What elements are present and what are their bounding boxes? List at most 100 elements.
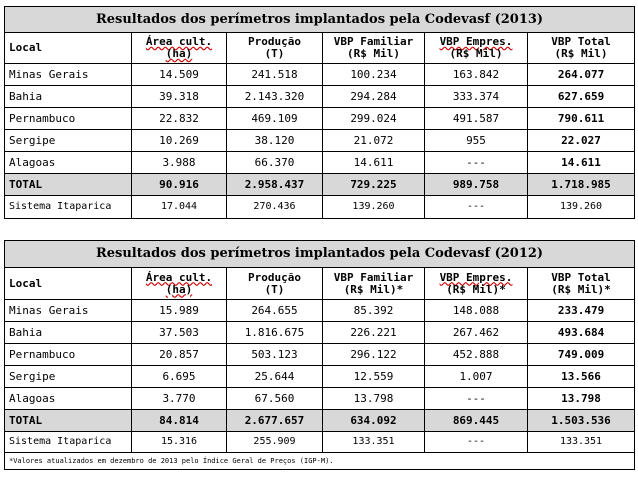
cell-area: 15.989 [131,299,227,322]
header-row: Local Área cult. (ha) Produção (T) VBP Fam… [4,267,636,300]
cell-producao: 264.655 [226,299,323,322]
cell-vbp-empres: 452.888 [424,343,528,366]
table-row: Alagoas 3.770 67.560 13.798 --- 13.798 [4,387,636,410]
cell-vbp-familiar: 85.392 [322,299,425,322]
cell-local: Pernambuco [4,107,132,130]
cell-producao: 25.644 [226,365,323,388]
footnote: *Valores atualizados em dezembro de 2013… [3,452,636,470]
sistema-row: Sistema Itaparica 15.316 255.909 133.351… [4,431,636,453]
cell-vbp-total: 133.351 [526,431,636,453]
cell-local: Sergipe [4,129,132,152]
cell-vbp-empres: 491.587 [424,107,528,130]
cell-area: 3.770 [131,387,227,410]
cell-vbp-total: 13.566 [526,365,636,388]
cell-vbp-empres: 267.462 [424,321,528,344]
cell-local: Bahia [4,321,132,344]
cell-producao: 469.109 [226,107,323,130]
cell-area: 20.857 [131,343,227,366]
table-row: Sergipe 6.695 25.644 12.559 1.007 13.566 [4,365,636,388]
cell-vbp-empres: 869.445 [424,409,528,432]
cell-area: 37.503 [131,321,227,344]
table-row: Minas Gerais 14.509 241.518 100.234 163.… [4,63,636,86]
header-local: Local [4,32,132,64]
cell-area: 22.832 [131,107,227,130]
cell-local: Sistema Itaparica [4,195,132,219]
cell-vbp-total: 493.684 [526,321,636,344]
cell-local: Bahia [4,85,132,108]
cell-vbp-familiar: 634.092 [322,409,425,432]
cell-local: Alagoas [4,387,132,410]
sistema-row: Sistema Itaparica 17.044 270.436 139.260… [4,195,636,219]
table-title-text: Resultados dos perímetros implantados pe… [95,246,544,261]
header-row: Local Área cult. (ha) Produção (T) VBP Fam… [4,32,636,64]
table-title: Resultados dos perímetros implantados pe… [3,240,636,268]
header-vbp-total: VBP Total (R$ Mil) [526,32,636,64]
cell-vbp-familiar: 299.024 [322,107,425,130]
table-row: Bahia 37.503 1.816.675 226.221 267.462 4… [4,321,636,344]
cell-vbp-familiar: 13.798 [322,387,425,410]
cell-area: 90.916 [131,173,227,196]
header-producao: Produção (T) [226,32,323,64]
cell-area: 39.318 [131,85,227,108]
total-row: TOTAL 90.916 2.958.437 729.225 989.758 1… [4,173,636,196]
cell-local: Sistema Itaparica [4,431,132,453]
cell-area: 84.814 [131,409,227,432]
header-vbp-familiar: VBP Familiar (R$ Mil)* [322,267,425,300]
cell-vbp-total: 627.659 [526,85,636,108]
header-local: Local [4,267,132,300]
cell-vbp-empres: --- [424,431,528,453]
cell-local: TOTAL [4,173,132,196]
cell-vbp-familiar: 294.284 [322,85,425,108]
table-row: Minas Gerais 15.989 264.655 85.392 148.0… [4,299,636,322]
results-table-2012: Resultados dos perímetros implantados pe… [3,240,636,470]
cell-vbp-empres: --- [424,151,528,174]
cell-vbp-total: 790.611 [526,107,636,130]
total-row: TOTAL 84.814 2.677.657 634.092 869.445 1… [4,409,636,432]
cell-area: 14.509 [131,63,227,86]
cell-producao: 66.370 [226,151,323,174]
header-vbp-familiar: VBP Familiar (R$ Mil) [322,32,425,64]
cell-producao: 2.143.320 [226,85,323,108]
cell-area: 15.316 [131,431,227,453]
cell-vbp-total: 13.798 [526,387,636,410]
cell-vbp-empres: 148.088 [424,299,528,322]
cell-area: 3.988 [131,151,227,174]
cell-vbp-familiar: 133.351 [322,431,425,453]
table-title-text: Resultados dos perímetros implantados pe… [95,11,544,27]
header-vbp-empres: VBP Empres. (R$ Mil)* [424,267,528,300]
cell-local: Minas Gerais [4,299,132,322]
cell-local: Pernambuco [4,343,132,366]
cell-vbp-total: 264.077 [526,63,636,86]
cell-vbp-empres: 163.842 [424,63,528,86]
cell-vbp-total: 1.718.985 [526,173,636,196]
cell-vbp-familiar: 296.122 [322,343,425,366]
cell-vbp-familiar: 226.221 [322,321,425,344]
cell-area: 10.269 [131,129,227,152]
cell-vbp-empres: 955 [424,129,528,152]
cell-local: Sergipe [4,365,132,388]
header-vbp-empres: VBP Empres. (R$ Mil) [424,32,528,64]
cell-vbp-empres: 333.374 [424,85,528,108]
cell-vbp-total: 749.009 [526,343,636,366]
table-row: Pernambuco 20.857 503.123 296.122 452.88… [4,343,636,366]
table-row: Bahia 39.318 2.143.320 294.284 333.374 6… [4,85,636,108]
cell-vbp-total: 22.027 [526,129,636,152]
cell-local: Minas Gerais [4,63,132,86]
header-producao: Produção (T) [226,267,323,300]
footnote-row: *Valores atualizados em dezembro de 2013… [3,452,636,470]
cell-vbp-total: 139.260 [526,195,636,219]
results-table-2013: Resultados dos perímetros implantados pe… [3,6,636,219]
cell-vbp-familiar: 21.072 [322,129,425,152]
table-row: Alagoas 3.988 66.370 14.611 --- 14.611 [4,151,636,174]
cell-vbp-empres: --- [424,387,528,410]
cell-local: Alagoas [4,151,132,174]
cell-area: 17.044 [131,195,227,219]
header-area: Área cult. (ha) [131,267,227,300]
header-vbp-total: VBP Total (R$ Mil)* [526,267,636,300]
cell-vbp-empres: 989.758 [424,173,528,196]
cell-vbp-total: 14.611 [526,151,636,174]
cell-area: 6.695 [131,365,227,388]
cell-vbp-familiar: 100.234 [322,63,425,86]
cell-vbp-familiar: 12.559 [322,365,425,388]
table-title: Resultados dos perímetros implantados pe… [3,6,636,33]
